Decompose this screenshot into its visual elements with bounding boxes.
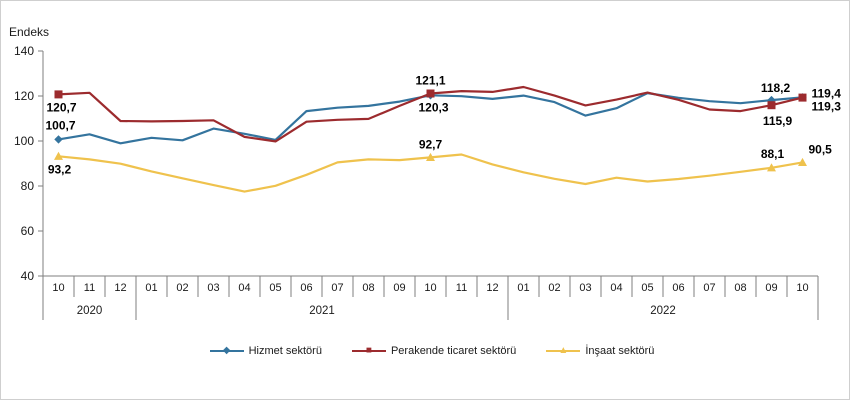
month-tick-label: 06: [300, 282, 312, 294]
year-label: 2022: [650, 305, 676, 317]
month-tick-label: 01: [517, 282, 529, 294]
y-tick-label: 140: [14, 44, 34, 58]
point-value-label: 90,5: [809, 142, 833, 156]
month-tick-label: 05: [269, 282, 281, 294]
series-1: [54, 85, 807, 143]
triangle-marker-icon: [767, 163, 776, 172]
square-marker-icon: [798, 93, 807, 102]
month-tick-label: 06: [672, 282, 684, 294]
point-value-label: 121,1: [415, 74, 445, 88]
x-axis: 10 11 12 01 02 03 04 05 06 07 08 09 10 11 12 01 02 03 04 05…: [42, 275, 819, 320]
month-tick-label: 07: [331, 282, 343, 294]
point-value-label: 120,3: [418, 100, 448, 114]
point-value-label: 88,1: [761, 147, 785, 161]
triangle-marker-icon: ▲: [558, 345, 569, 356]
month-tick-label: 08: [734, 282, 746, 294]
month-tick-label: 04: [238, 282, 250, 294]
legend-item-insaat: ▲ İnşaat sektörü: [546, 345, 654, 357]
month-tick-label: 10: [796, 282, 808, 294]
square-marker-icon: ■: [365, 345, 372, 356]
month-tick-label: 07: [703, 282, 715, 294]
y-tick-label: 40: [21, 269, 35, 283]
year-label: 2020: [77, 305, 103, 317]
diamond-marker-icon: [54, 135, 63, 144]
point-value-label: 118,2: [761, 81, 791, 95]
month-tick-label: 09: [393, 282, 405, 294]
y-tick-label: 100: [14, 134, 34, 148]
diamond-marker-icon: ◆: [222, 345, 231, 356]
month-tick-label: 02: [176, 282, 188, 294]
triangle-marker-icon: [54, 151, 63, 160]
legend-swatch: ◆: [209, 345, 244, 356]
legend-swatch: ▲: [546, 345, 581, 356]
point-value-label: 120,7: [46, 100, 76, 114]
year-label: 2021: [309, 305, 335, 317]
legend-swatch: ■: [351, 345, 386, 356]
series-0: [54, 91, 807, 145]
point-value-label: 93,2: [48, 162, 72, 176]
point-value-label: 119,3: [812, 100, 842, 114]
triangle-marker-icon: [426, 152, 435, 161]
month-tick-label: 08: [362, 282, 374, 294]
legend-item-perakende: ■ Perakende ticaret sektörü: [351, 345, 517, 357]
legend: ◆ Hizmet sektörü ■ Perakende ticaret sek…: [1, 345, 849, 357]
month-tick-label: 12: [114, 282, 126, 294]
y-tick-label: 60: [21, 224, 35, 238]
month-tick-label: 11: [456, 282, 467, 294]
y-tick-label: 80: [21, 179, 35, 193]
point-value-label: 100,7: [45, 118, 75, 132]
y-tick-label: 120: [14, 89, 34, 103]
month-tick-label: 04: [610, 282, 622, 294]
point-value-label: 115,9: [763, 114, 793, 128]
point-value-label: 119,4: [812, 86, 842, 100]
month-tick-label: 10: [424, 282, 436, 294]
month-tick-label: 02: [548, 282, 560, 294]
month-tick-label: 09: [765, 282, 777, 294]
month-tick-label: 05: [641, 282, 653, 294]
month-tick-label: 01: [145, 282, 157, 294]
square-marker-icon: [426, 89, 435, 98]
month-tick-label: 10: [52, 282, 64, 294]
y-axis: 140 120 100 80 60 40: [14, 44, 44, 283]
series-2: [54, 151, 807, 193]
square-marker-icon: [54, 90, 63, 99]
legend-label: Perakende ticaret sektörü: [390, 345, 517, 357]
month-tick-label: 03: [207, 282, 219, 294]
y-axis-title: Endeks: [9, 25, 50, 39]
square-marker-icon: [767, 101, 776, 110]
month-tick-label: 11: [84, 282, 95, 294]
triangle-marker-icon: [798, 157, 807, 166]
month-tick-label: 12: [486, 282, 498, 294]
legend-label: İnşaat sektörü: [585, 345, 655, 357]
point-value-label: 92,7: [419, 137, 443, 151]
legend-item-hizmet: ◆ Hizmet sektörü: [209, 345, 322, 357]
month-tick-label: 03: [579, 282, 591, 294]
legend-label: Hizmet sektörü: [248, 345, 322, 357]
